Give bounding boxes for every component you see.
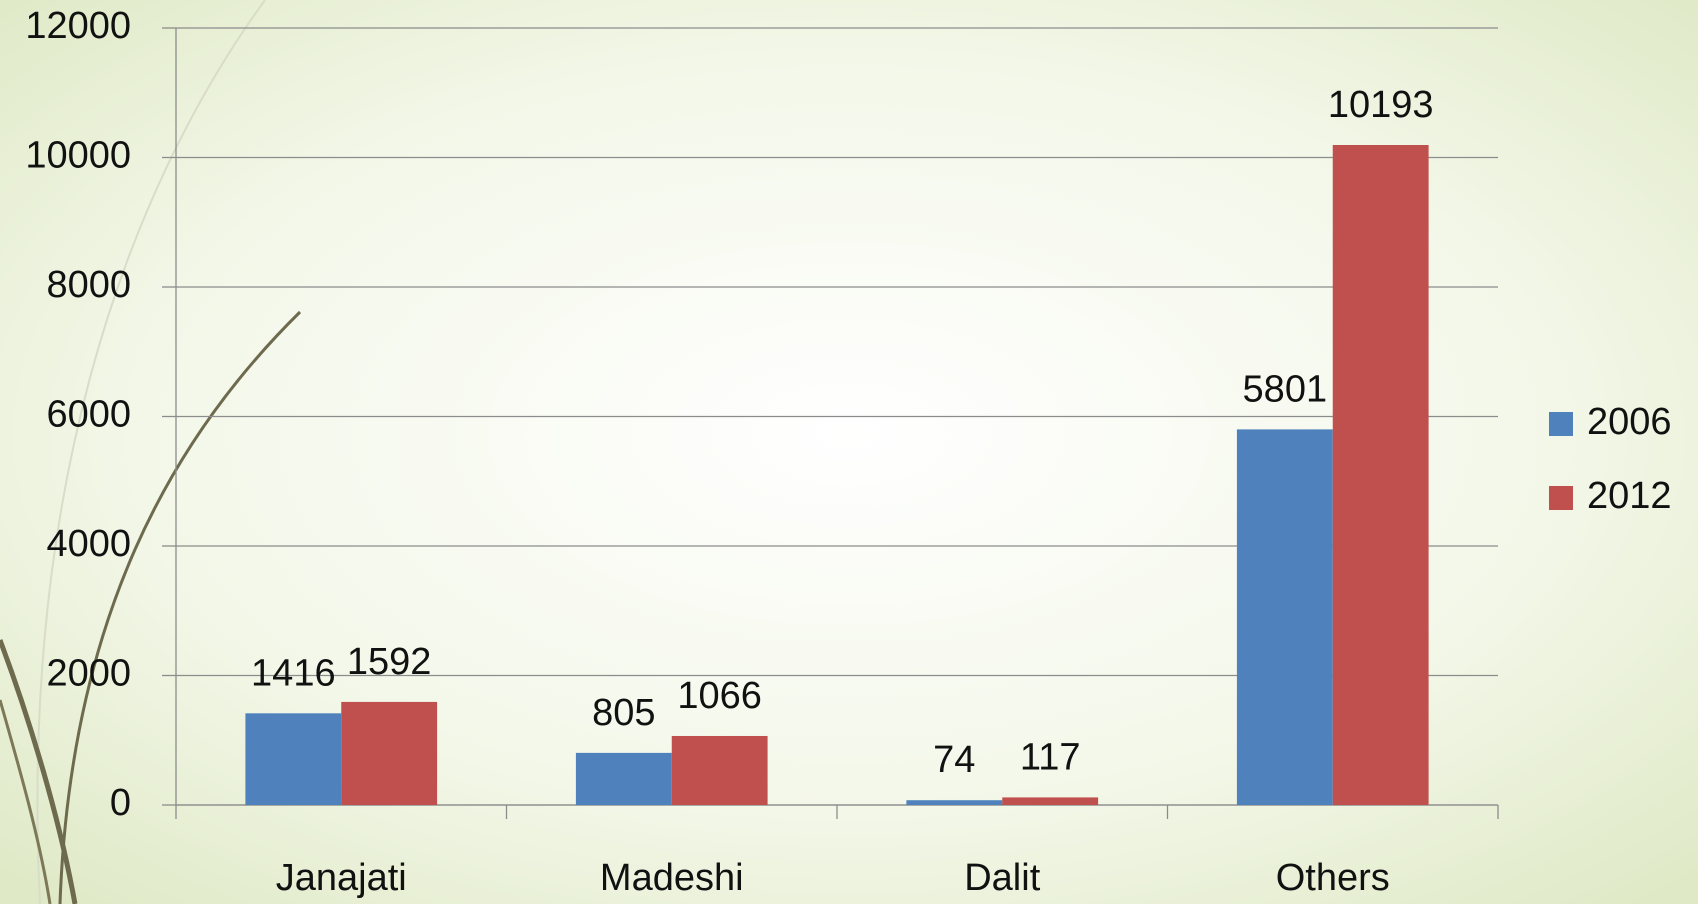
data-label: 805: [592, 692, 655, 734]
y-tick-label: 0: [110, 782, 131, 824]
bar: [341, 702, 437, 805]
bar: [1237, 429, 1333, 805]
bar: [1002, 797, 1098, 805]
x-tick-label: Others: [1276, 857, 1390, 899]
data-label: 117: [1020, 736, 1081, 778]
x-tick-label: Madeshi: [600, 857, 744, 899]
legend-swatch: [1549, 412, 1573, 436]
legend-label: 2012: [1587, 475, 1672, 517]
bar: [1333, 145, 1429, 805]
data-label: 74: [933, 739, 975, 781]
legend-swatch: [1549, 486, 1573, 510]
data-label: 1066: [677, 675, 762, 717]
page: {"chart_data": {"type": "bar", "categori…: [0, 0, 1698, 904]
bar: [576, 753, 672, 805]
y-tick-label: 2000: [46, 653, 131, 695]
data-label: 10193: [1328, 84, 1434, 126]
data-label: 1592: [347, 641, 432, 683]
x-tick-label: Dalit: [964, 857, 1040, 899]
y-tick-label: 4000: [46, 523, 131, 565]
y-tick-label: 6000: [46, 394, 131, 436]
y-tick-label: 8000: [46, 264, 131, 306]
legend-label: 2006: [1587, 401, 1672, 443]
data-label: 1416: [251, 652, 336, 694]
y-tick-label: 10000: [25, 135, 131, 177]
bar: [672, 736, 768, 805]
bar: [906, 800, 1002, 805]
bar: [245, 713, 341, 805]
data-label: 5801: [1243, 368, 1328, 410]
chart: 0 2000 4000 6000 8000 10000 12000 Janajati 1416 1…: [0, 0, 1698, 904]
y-tick-label: 12000: [25, 5, 131, 47]
x-tick-label: Janajati: [276, 857, 407, 899]
